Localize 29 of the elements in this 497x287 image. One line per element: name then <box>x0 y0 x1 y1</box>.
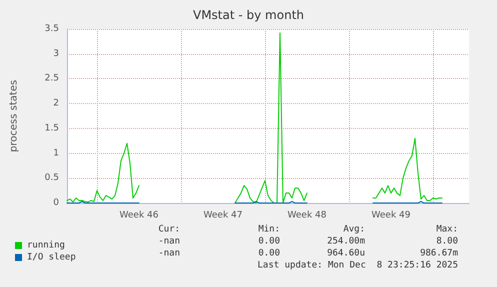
text: -nan <box>158 248 180 258</box>
text: Cur: <box>158 224 180 234</box>
text: Min: <box>258 224 280 234</box>
y-tick-label: 2.5 <box>44 74 59 84</box>
y-tick-label: 0.5 <box>44 173 59 184</box>
y-tick-label: 1.5 <box>44 123 59 134</box>
text: 8.00 <box>436 236 458 246</box>
text: Last update: Mon Dec 8 23:25:16 2025 <box>258 260 458 270</box>
text: 0.00 <box>258 248 280 258</box>
y-tick-label: 0 <box>53 198 60 208</box>
x-tick-label: Week 49 <box>372 210 411 220</box>
legend-label: I/O sleep <box>27 252 76 262</box>
x-tick-label: Week 47 <box>204 210 242 220</box>
y-axis-title: process states <box>8 80 20 152</box>
y-tick-label: 2 <box>53 98 59 109</box>
chart-title: VMstat - by month <box>192 8 304 22</box>
text: 254.00m <box>327 236 365 246</box>
text: 964.60u <box>327 248 365 258</box>
y-tick-label: 3 <box>53 48 59 59</box>
x-tick-label: Week 46 <box>120 210 159 220</box>
text: Avg: <box>343 224 365 234</box>
text: -nan <box>158 236 180 246</box>
text: 986.67m <box>420 248 458 258</box>
legend-label: running <box>27 240 65 250</box>
text: 0.00 <box>258 236 280 246</box>
y-tick-label: 1 <box>53 148 59 158</box>
text: Max: <box>436 224 458 234</box>
x-tick-label: Week 48 <box>288 210 327 220</box>
y-tick-label: 3.5 <box>44 24 59 34</box>
